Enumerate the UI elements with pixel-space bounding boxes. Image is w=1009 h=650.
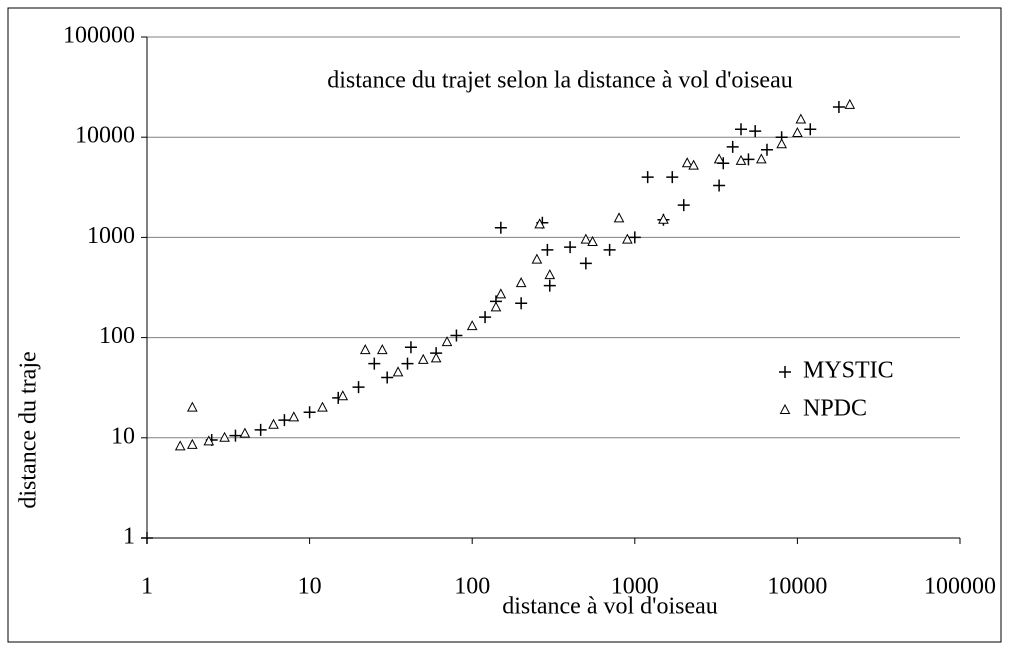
point — [359, 344, 371, 355]
legend-marker — [779, 366, 791, 378]
point — [587, 235, 598, 246]
x-tick-label: 10 — [298, 574, 322, 600]
frame — [7, 7, 1002, 643]
point — [141, 532, 153, 544]
y-tick-label: 10000 — [75, 123, 135, 149]
point — [368, 357, 381, 370]
point — [792, 126, 803, 138]
point — [239, 427, 251, 438]
point — [352, 381, 365, 394]
point — [479, 311, 492, 324]
point — [844, 98, 856, 109]
y-tick-label: 1000 — [87, 223, 135, 249]
point — [494, 221, 507, 234]
point — [186, 438, 198, 449]
point — [579, 257, 592, 270]
point — [174, 440, 186, 451]
point — [658, 213, 669, 224]
point — [735, 123, 748, 136]
point — [490, 301, 502, 312]
y-tick-label: 1 — [123, 524, 135, 550]
legend-marker — [779, 403, 791, 414]
point — [688, 159, 699, 170]
point — [337, 390, 349, 401]
point — [303, 406, 316, 419]
point — [392, 366, 404, 377]
point — [832, 101, 845, 114]
point — [450, 329, 463, 342]
x-tick-label: 1 — [141, 574, 153, 600]
legend-label: NPDC — [803, 396, 867, 422]
x-tick-label: 100000 — [924, 574, 996, 600]
y-tick-label: 100000 — [63, 23, 135, 49]
point — [713, 153, 725, 164]
point — [713, 179, 726, 192]
y-tick-label: 10 — [111, 423, 135, 449]
point — [726, 140, 739, 153]
point — [515, 297, 528, 310]
point — [376, 344, 388, 355]
point — [441, 336, 453, 347]
point — [381, 371, 394, 384]
point — [564, 241, 577, 254]
point — [186, 401, 198, 412]
point — [749, 125, 762, 138]
point — [203, 435, 215, 446]
point — [544, 269, 556, 280]
point — [401, 357, 414, 370]
point — [603, 243, 616, 256]
point — [417, 353, 429, 364]
x-tick-label: 10000 — [767, 574, 827, 600]
point — [742, 153, 755, 166]
point — [515, 277, 527, 288]
y-tick-label: 100 — [99, 323, 135, 349]
point — [641, 171, 654, 184]
point — [229, 429, 242, 442]
point — [531, 253, 543, 264]
point — [219, 431, 230, 442]
point — [760, 143, 773, 156]
point — [288, 411, 300, 422]
point — [541, 243, 554, 256]
chart-title: distance du trajet selon la distance à v… — [327, 68, 793, 94]
point — [681, 157, 693, 168]
point — [466, 320, 478, 331]
point — [495, 288, 507, 299]
x-tick-label: 100 — [454, 574, 490, 600]
point — [254, 423, 267, 436]
legend-label: MYSTIC — [803, 358, 894, 384]
point — [613, 212, 625, 223]
point — [795, 113, 807, 124]
point — [268, 418, 279, 429]
point — [666, 171, 679, 184]
point — [735, 154, 747, 165]
x-tick-label: 1000 — [611, 574, 659, 600]
point — [776, 138, 787, 149]
point — [534, 218, 546, 229]
point — [430, 352, 442, 363]
point — [580, 233, 592, 244]
point — [755, 153, 767, 164]
point — [543, 279, 556, 292]
point — [677, 199, 690, 212]
y-axis-label: distance du traje — [16, 351, 42, 508]
point — [622, 233, 633, 244]
point — [628, 231, 641, 244]
point — [804, 123, 817, 136]
point — [317, 401, 328, 412]
point — [278, 414, 291, 427]
x-axis-label: distance à vol d'oiseau — [502, 594, 718, 620]
point — [404, 341, 417, 354]
